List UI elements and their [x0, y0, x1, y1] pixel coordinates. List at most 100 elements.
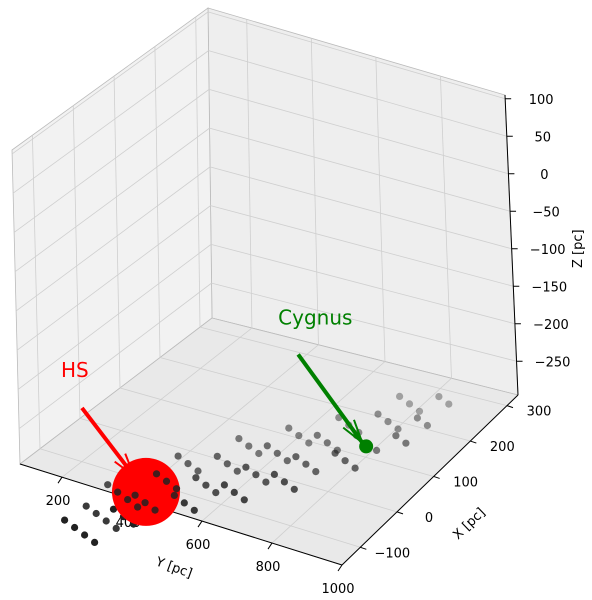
- data-point: [245, 442, 253, 450]
- x-tick-label: −100: [374, 546, 410, 561]
- data-point: [341, 457, 349, 465]
- data-point: [292, 453, 300, 461]
- data-point: [212, 489, 220, 497]
- data-point: [445, 400, 453, 408]
- data-point: [124, 495, 132, 504]
- data-point: [134, 503, 142, 511]
- data-point: [141, 499, 149, 507]
- data-point: [114, 488, 122, 496]
- x-tick-label: 200: [490, 440, 515, 455]
- data-point: [174, 452, 182, 460]
- z-tick-label: −100: [530, 243, 566, 258]
- cygnus-marker: [359, 439, 374, 454]
- y-tick-label: 200: [46, 494, 71, 509]
- data-point: [242, 463, 250, 471]
- cygnus-label: Cygnus: [278, 305, 352, 329]
- hs-label: HS: [61, 358, 89, 382]
- data-point: [202, 481, 210, 489]
- z-tick-label: 50: [535, 130, 552, 145]
- data-point: [413, 414, 421, 422]
- data-point: [312, 468, 320, 476]
- data-point: [194, 467, 202, 475]
- data-point: [192, 474, 200, 482]
- data-point: [384, 418, 392, 426]
- data-point: [331, 449, 339, 457]
- data-point: [152, 470, 161, 478]
- data-point: [435, 393, 443, 401]
- grid-lines: [11, 11, 519, 566]
- data-point: [82, 502, 90, 510]
- hs-region-marker: [111, 457, 180, 526]
- x-tick-label: 0: [425, 511, 433, 526]
- data-point: [323, 439, 331, 447]
- z-tick-label: −250: [535, 355, 571, 370]
- data-point: [392, 432, 400, 440]
- data-point: [273, 449, 281, 457]
- z-axis-label: Z [pc]: [571, 229, 586, 268]
- data-point: [262, 478, 270, 486]
- data-point: [305, 439, 313, 447]
- data-point: [373, 446, 381, 454]
- annotations: HS Cygnus: [61, 305, 374, 526]
- x-tick-label: 100: [453, 475, 478, 490]
- x-axis-label: X [pc]: [450, 505, 488, 543]
- data-point: [423, 421, 431, 430]
- hs-arrow-head: [114, 453, 137, 479]
- data-point: [302, 460, 310, 468]
- data-point: [235, 435, 243, 443]
- data-point: [351, 464, 359, 472]
- data-point: [223, 460, 231, 468]
- data-point: [213, 452, 221, 460]
- y-tick-label: 1000: [321, 582, 354, 597]
- data-point: [280, 478, 288, 486]
- hs-arrow-shaft: [80, 406, 136, 478]
- data-point: [240, 496, 248, 504]
- y-tick-label: 800: [256, 560, 281, 575]
- data-point: [71, 523, 79, 532]
- data-point: [255, 449, 263, 458]
- data-point: [112, 524, 120, 533]
- z-tick-label: 0: [540, 168, 548, 183]
- data-point: [180, 499, 188, 507]
- y-axis-label: Y [pc]: [153, 554, 194, 581]
- axis-panes: [11, 7, 519, 566]
- data-point: [151, 506, 159, 514]
- data-point: [252, 471, 260, 479]
- data-point: [61, 516, 69, 524]
- data-point: [285, 424, 293, 432]
- data-point: [184, 460, 192, 468]
- data-point: [283, 457, 291, 465]
- data-point: [313, 431, 321, 439]
- data-point: [91, 538, 99, 547]
- data-point: [233, 467, 241, 475]
- data-point: [374, 410, 382, 418]
- data-point: [190, 506, 198, 514]
- data-point: [220, 481, 228, 489]
- z-tick-label: 100: [529, 93, 554, 108]
- cygnus-arrow-shaft: [296, 353, 364, 444]
- data-point: [295, 432, 303, 440]
- data-point: [230, 488, 238, 496]
- z-tick-label: −50: [532, 205, 559, 220]
- data-point: [405, 400, 414, 408]
- data-point: [109, 505, 118, 513]
- data-point: [415, 407, 424, 415]
- data-point: [172, 485, 181, 493]
- data-point: [290, 485, 298, 493]
- x-tick-label: 300: [527, 405, 552, 420]
- data-point: [402, 439, 410, 447]
- y-tick-label: 600: [186, 538, 211, 553]
- data-point: [104, 481, 112, 489]
- data-point: [394, 425, 402, 433]
- data-point: [81, 531, 89, 539]
- data-point: [162, 477, 171, 485]
- data-point: [170, 491, 178, 500]
- axes-lines: [19, 94, 519, 566]
- data-point: [131, 491, 139, 499]
- data-point: [396, 392, 404, 400]
- tick-marks-and-labels: 2004006008001000−1000100200300100500−50−…: [46, 93, 571, 597]
- z-tick-label: −150: [531, 280, 567, 295]
- data-point: [270, 470, 278, 478]
- data-point: [92, 509, 100, 518]
